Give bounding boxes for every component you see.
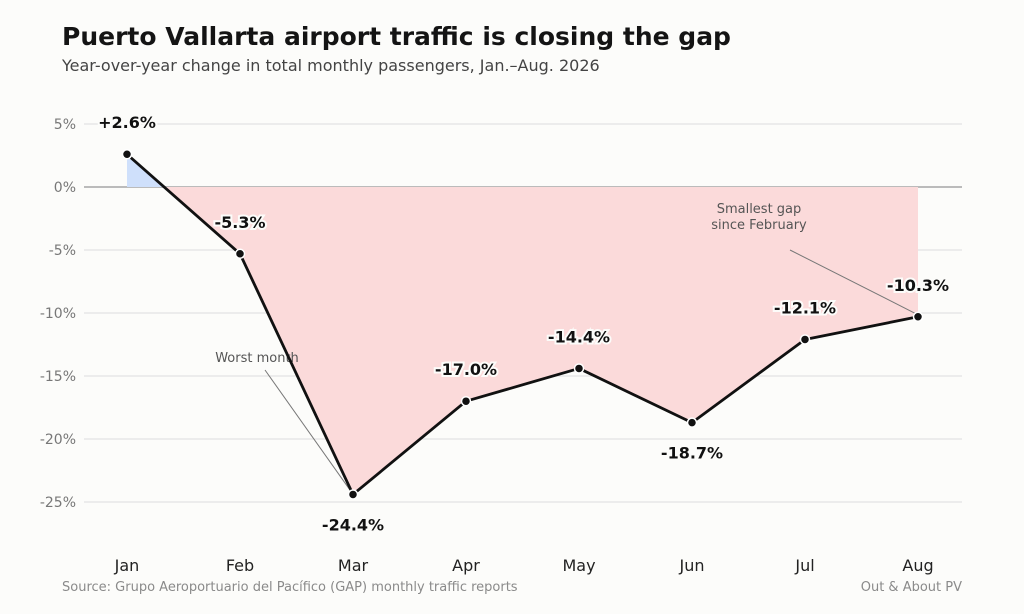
data-point (460, 395, 472, 407)
source-note: Source: Grupo Aeroportuario del Pacífico… (62, 580, 518, 595)
data-label: -10.3% (887, 276, 949, 295)
data-point (121, 148, 133, 160)
x-tick-label: Aug (902, 556, 933, 575)
series-line-path (126, 153, 919, 496)
data-label: -12.1% (774, 298, 836, 317)
data-labels: +2.6% -5.3% -24.4% -17.0% -14.4% -18.7% -12.1%… (96, 111, 951, 536)
negative-area (164, 187, 918, 495)
chart-subtitle: Year-over-year change in total monthly p… (62, 56, 600, 75)
x-tick-label: Feb (226, 556, 254, 575)
data-label: -5.3% (214, 213, 265, 232)
annotation-text: since February (711, 218, 807, 233)
data-label: -17.0% (435, 360, 497, 379)
data-point (347, 489, 359, 500)
data-label: +2.6% (98, 113, 156, 132)
chart-title: Puerto Vallarta airport traffic is closi… (62, 22, 731, 51)
data-point (799, 334, 811, 345)
x-tick-label: Jul (794, 556, 814, 575)
annotation-text: Smallest gap (717, 202, 802, 217)
data-label: -18.7% (661, 444, 723, 463)
data-label: -24.4% (322, 515, 384, 534)
data-point (686, 417, 698, 428)
data-point (573, 363, 585, 374)
y-tick-label: -20% (40, 432, 76, 448)
x-tick-label: May (562, 556, 595, 575)
annotation-text: Worst month (215, 351, 299, 366)
x-tick-label: Jan (114, 556, 140, 575)
x-axis-ticks: Jan Feb Mar Apr May Jun Jul Aug (114, 556, 934, 575)
y-tick-label: -25% (40, 495, 76, 511)
series-line (126, 153, 919, 496)
data-point (912, 311, 924, 323)
data-label: -14.4% (548, 327, 610, 346)
y-tick-label: -10% (40, 306, 76, 322)
credit: Out & About PV (860, 580, 962, 595)
y-tick-label: 0% (54, 180, 76, 196)
x-tick-label: Jun (679, 556, 705, 575)
y-tick-label: -15% (40, 369, 76, 385)
x-tick-label: Mar (338, 556, 369, 575)
y-tick-label: 5% (54, 117, 76, 133)
data-points (121, 148, 924, 500)
annotation-leader (264, 369, 352, 492)
y-tick-label: -5% (49, 243, 76, 259)
x-tick-label: Apr (452, 556, 480, 575)
y-axis-ticks: 5% 0% -5% -10% -15% -20% -25% (40, 117, 76, 511)
data-point (234, 248, 246, 260)
annotation-leader (789, 249, 917, 315)
